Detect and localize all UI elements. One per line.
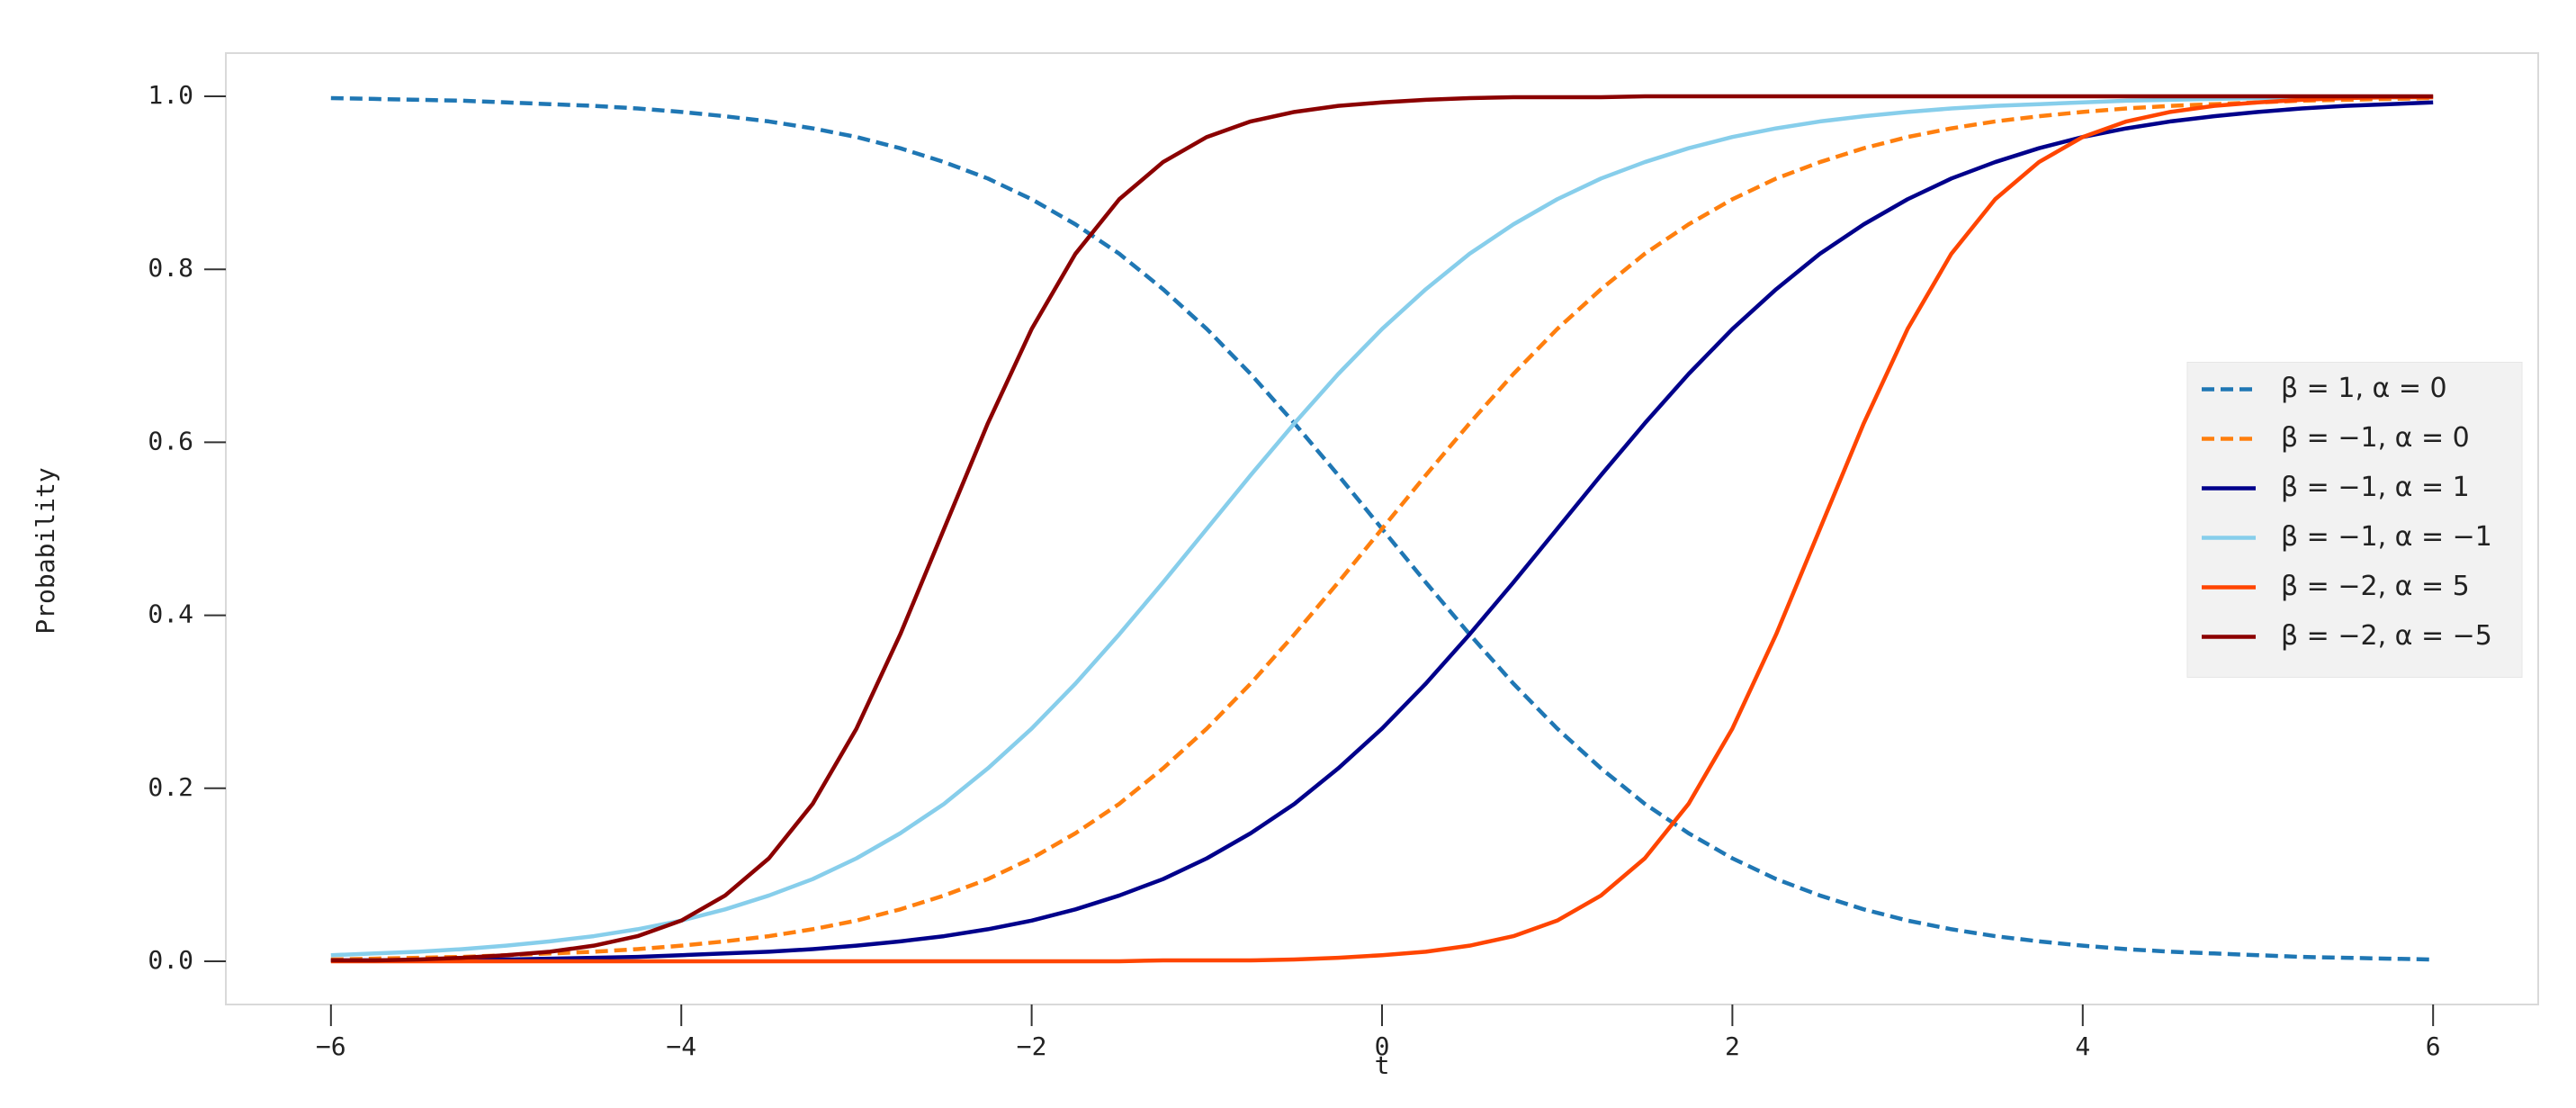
y-tick-label: 0.0 [148, 945, 193, 975]
x-tick-label: −2 [1017, 1031, 1047, 1061]
y-tick-label: 0.4 [148, 599, 193, 629]
legend-box [2186, 362, 2523, 678]
x-tick-label: 2 [1725, 1031, 1740, 1061]
y-tick-label: 0.8 [148, 253, 193, 283]
legend-label: β = −2, α = −5 [2281, 620, 2492, 652]
x-axis-label: t [1375, 1050, 1390, 1080]
y-tick-label: 0.6 [148, 426, 193, 455]
x-tick-label: 6 [2426, 1031, 2441, 1061]
legend-label: β = −1, α = 0 [2281, 422, 2470, 454]
legend: β = 1, α = 0 β = −1, α = 0 β = −1, α = 1 β … [2186, 362, 2523, 678]
legend-label: β = −2, α = 5 [2281, 571, 2470, 602]
y-tick-label: 0.2 [148, 772, 193, 802]
x-tick-label: 0 [1375, 1031, 1390, 1061]
legend-label: β = −1, α = 1 [2281, 472, 2470, 503]
x-tick-label: −4 [666, 1031, 696, 1061]
series-line [330, 95, 2434, 964]
series-line [330, 95, 2434, 962]
legend-label: β = 1, α = 0 [2281, 373, 2447, 404]
x-tick-label: 4 [2075, 1031, 2090, 1061]
x-tick-label: −6 [316, 1031, 346, 1061]
y-tick-label: 1.0 [148, 80, 193, 110]
y-axis-label: Probability [31, 467, 60, 634]
series-line [330, 94, 2434, 963]
legend-label: β = −1, α = −1 [2281, 521, 2492, 553]
